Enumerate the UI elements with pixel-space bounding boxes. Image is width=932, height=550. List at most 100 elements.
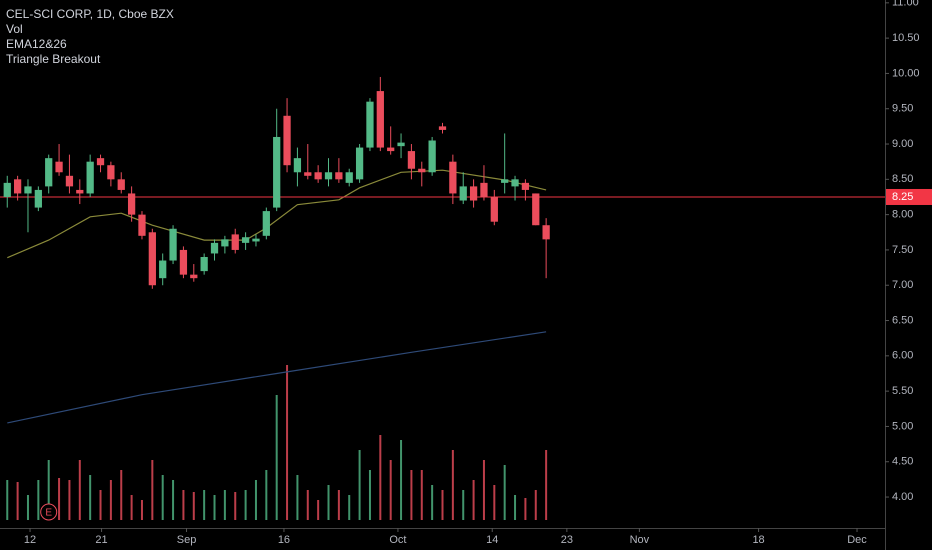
candle-body (127, 193, 136, 215)
price-label-box (886, 188, 932, 205)
y-tick-label: 6.50 (892, 314, 913, 326)
candle-body (480, 182, 488, 197)
x-tick-label: Oct (389, 534, 406, 546)
y-tick-label: 11.00 (892, 0, 919, 9)
volume-bar (482, 460, 485, 520)
volume-bar (89, 475, 92, 520)
volume-bar (130, 495, 133, 520)
x-tick-label: Nov (630, 534, 650, 546)
x-tick-label: 16 (278, 534, 290, 546)
candle-body (304, 172, 312, 176)
volume-bar (472, 480, 475, 520)
candle-body (469, 186, 478, 201)
candle-body (210, 242, 219, 254)
volume-bar (451, 450, 454, 520)
candle-body (335, 172, 343, 180)
volume-bar (306, 490, 309, 520)
candle-body (428, 140, 436, 173)
volume-bar (58, 478, 61, 520)
volume-bar (192, 492, 195, 520)
candle-body (3, 182, 11, 197)
candle-body (24, 186, 32, 194)
candle-body (169, 228, 177, 261)
candle-body (159, 260, 167, 279)
volume-bar (244, 490, 247, 520)
volume-bar (140, 500, 143, 520)
chart-title: CEL-SCI CORP, 1D, Cboe BZX (6, 7, 174, 21)
candle-body (355, 147, 364, 180)
volume-bar (524, 498, 527, 520)
volume-bar (265, 470, 268, 520)
candle-body (324, 172, 333, 180)
candle-body (273, 136, 281, 208)
volume-bar (410, 470, 413, 520)
x-tick-label: 14 (486, 534, 498, 546)
volume-bar (431, 485, 434, 520)
volume-bar (213, 495, 216, 520)
volume-bar (348, 495, 351, 520)
candle-body (117, 179, 125, 190)
y-tick-label: 10.00 (892, 67, 920, 79)
candle-body (293, 158, 302, 173)
volume-bar (534, 490, 537, 520)
candle-body (34, 189, 42, 208)
y-tick-label: 8.50 (892, 173, 913, 185)
volume-bar (26, 495, 29, 520)
y-tick-label: 7.50 (892, 244, 913, 256)
volume-bar (400, 440, 403, 520)
volume-bar (16, 482, 19, 520)
candle-body (314, 172, 322, 180)
candle-body (283, 115, 291, 166)
candle-body (138, 214, 146, 236)
candle-body (252, 238, 260, 242)
candle-body (179, 249, 188, 275)
y-tick-label: 9.50 (892, 103, 913, 115)
candle-body (459, 186, 467, 201)
volume-bar (441, 490, 444, 520)
x-tick-label: 21 (95, 534, 107, 546)
volume-bar (223, 490, 226, 520)
volume-bar (493, 485, 496, 520)
candle-body (65, 175, 74, 187)
legend-entry: EMA12&26 (6, 37, 67, 51)
candle-body (13, 179, 22, 194)
earnings-label: E (45, 508, 52, 519)
volume-bar (234, 492, 237, 520)
volume-bar (161, 475, 164, 520)
candle-body (200, 256, 208, 272)
volume-bar (172, 480, 175, 520)
volume-bar (389, 460, 392, 520)
x-tick-label: Sep (177, 534, 197, 546)
candle-body (387, 147, 395, 152)
candle-body (438, 126, 447, 130)
volume-bar (68, 480, 71, 520)
x-tick-label: 18 (752, 534, 764, 546)
candle-body (542, 225, 550, 240)
candle-body (501, 179, 509, 183)
volume-bar (286, 365, 289, 520)
candle-body (107, 165, 115, 180)
volume-bar (368, 470, 371, 520)
volume-bar (327, 485, 330, 520)
volume-bar (47, 460, 50, 520)
volume-bar (379, 435, 382, 520)
volume-bar (337, 490, 340, 520)
y-tick-label: 4.50 (892, 456, 913, 468)
volume-bar (120, 470, 123, 520)
volume-bar (503, 465, 506, 520)
candle-body (366, 101, 374, 148)
volume-bar (254, 480, 257, 520)
volume-bar (99, 490, 102, 520)
volume-bar (514, 495, 517, 520)
volume-bar (275, 395, 278, 520)
volume-bar (151, 460, 154, 520)
candle-body (511, 179, 519, 187)
volume-bar (109, 480, 112, 520)
candle-body (532, 193, 540, 226)
y-tick-label: 7.00 (892, 279, 913, 291)
y-tick-label: 5.00 (892, 420, 913, 432)
volume-bar (203, 490, 206, 520)
y-tick-label: 5.50 (892, 385, 913, 397)
candle-body (55, 161, 63, 173)
